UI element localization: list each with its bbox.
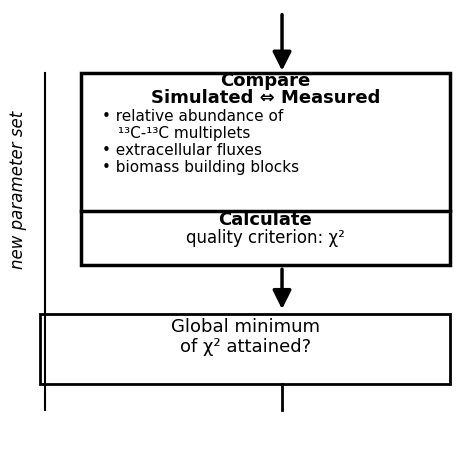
Bar bbox=[40, 314, 450, 384]
Text: Calculate: Calculate bbox=[219, 211, 312, 229]
Bar bbox=[81, 73, 450, 265]
Text: • relative abundance of: • relative abundance of bbox=[102, 109, 283, 124]
Text: • biomass building blocks: • biomass building blocks bbox=[102, 160, 299, 175]
Text: of χ² attained?: of χ² attained? bbox=[180, 338, 311, 356]
Text: • extracellular fluxes: • extracellular fluxes bbox=[102, 143, 262, 158]
Text: Global minimum: Global minimum bbox=[171, 318, 320, 336]
Text: Simulated ⇔ Measured: Simulated ⇔ Measured bbox=[151, 89, 380, 107]
Text: Compare: Compare bbox=[220, 72, 310, 90]
Text: quality criterion: χ²: quality criterion: χ² bbox=[186, 229, 345, 247]
Text: new parameter set: new parameter set bbox=[9, 110, 27, 269]
Text: ¹³C-¹³C multiplets: ¹³C-¹³C multiplets bbox=[118, 126, 250, 141]
